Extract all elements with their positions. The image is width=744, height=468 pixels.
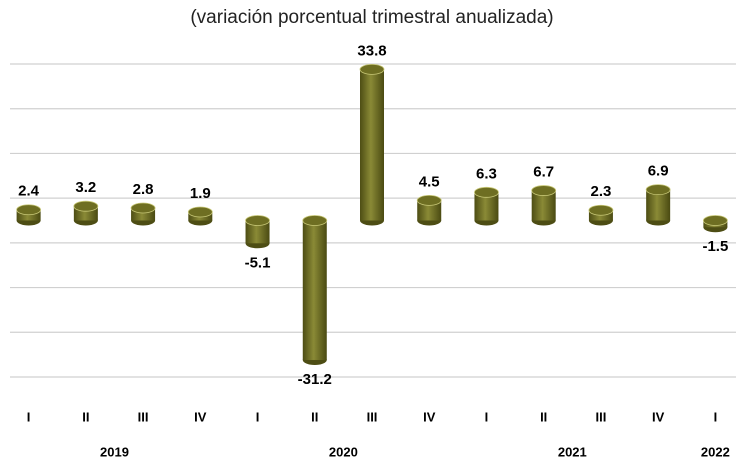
- bar: [360, 69, 384, 221]
- x-tick-label: IV: [194, 409, 207, 424]
- bar-top: [645, 184, 671, 196]
- x-tick-label: IV: [423, 409, 436, 424]
- x-tick-label: II: [540, 409, 547, 424]
- bar-top: [73, 200, 99, 212]
- value-label: 4.5: [419, 173, 440, 190]
- bar: [417, 200, 442, 221]
- x-tick-label: I: [27, 409, 31, 424]
- value-label: 6.7: [533, 164, 554, 181]
- x-tick-label: IV: [652, 409, 665, 424]
- value-label: 33.8: [357, 42, 386, 59]
- bar-top: [416, 194, 442, 206]
- bar-top: [588, 204, 614, 216]
- value-label: 6.3: [476, 165, 497, 182]
- bar-top: [302, 215, 328, 226]
- x-tick-label: III: [367, 409, 378, 424]
- x-tick-label: I: [256, 409, 260, 424]
- bar-top: [245, 215, 270, 226]
- bar-top: [531, 185, 557, 196]
- x-tick-label: II: [311, 409, 318, 424]
- x-tick-label: III: [596, 409, 607, 424]
- chart-title: (variación porcentual trimestral anualiz…: [190, 7, 553, 28]
- year-label: 2022: [701, 444, 730, 459]
- bar-top: [187, 206, 213, 218]
- bar-top: [359, 63, 385, 75]
- value-label: 2.3: [590, 183, 611, 200]
- x-tick-label: I: [485, 409, 489, 424]
- x-tick-label: II: [82, 409, 89, 424]
- value-label: 2.4: [18, 183, 40, 200]
- bar-top: [16, 204, 42, 216]
- value-label: -31.2: [298, 371, 332, 388]
- year-label: 2020: [329, 444, 358, 459]
- year-label: 2019: [100, 444, 129, 459]
- value-label: 6.9: [648, 163, 669, 180]
- year-label: 2021: [558, 444, 587, 459]
- value-label: 3.2: [75, 179, 96, 196]
- x-tick-label: III: [138, 409, 149, 424]
- value-label: 2.8: [133, 181, 154, 198]
- x-tick-label: I: [714, 409, 718, 424]
- bar-top: [474, 186, 499, 198]
- bar: [245, 220, 270, 244]
- bar-top: [130, 202, 156, 214]
- bar-top: [702, 215, 728, 226]
- value-label: -1.5: [702, 238, 728, 255]
- value-label: 1.9: [190, 185, 211, 202]
- value-label: -5.1: [245, 254, 271, 271]
- bar: [302, 220, 327, 361]
